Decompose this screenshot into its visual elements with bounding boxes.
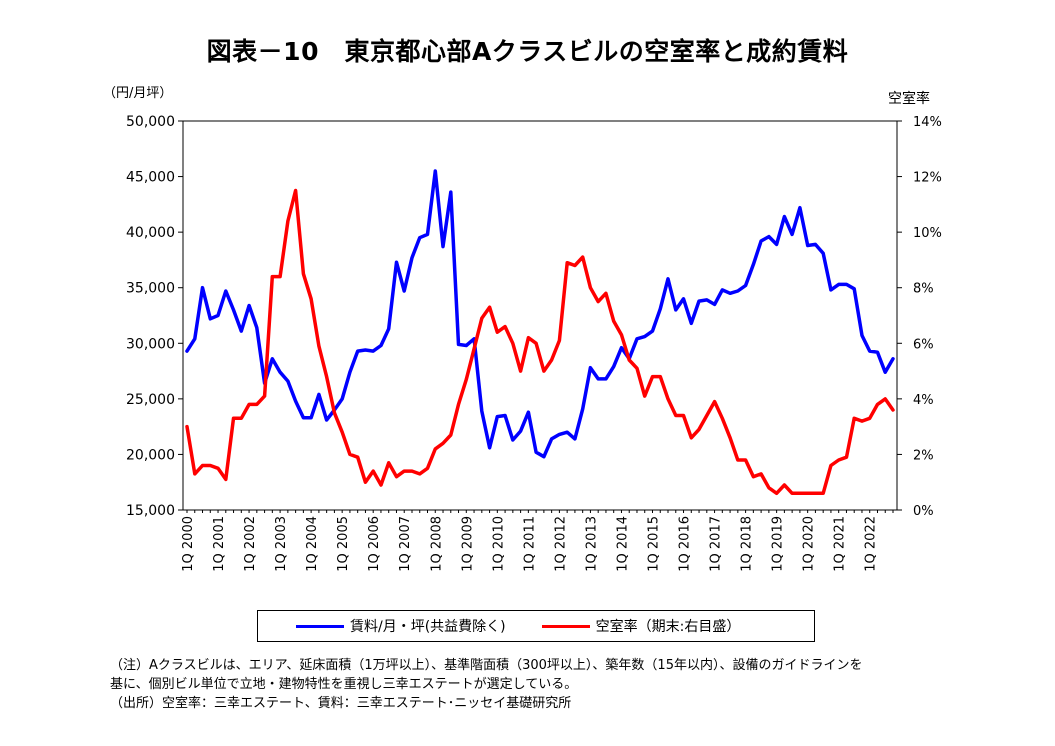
x-tick-label: 1Q 2018 bbox=[740, 516, 755, 572]
left-tick-label: 25,000 bbox=[126, 392, 175, 408]
right-tick-label: 8% bbox=[913, 282, 934, 297]
x-tick-label: 1Q 2017 bbox=[709, 516, 724, 572]
legend-item-rent: 賃料/月・坪(共益費除く) bbox=[296, 616, 506, 636]
legend-label-rent: 賃料/月・坪(共益費除く) bbox=[350, 619, 506, 635]
x-tick-label: 1Q 2007 bbox=[398, 516, 413, 572]
left-tick-label: 45,000 bbox=[126, 170, 175, 186]
legend: 賃料/月・坪(共益費除く) 空室率（期末:右目盛） bbox=[257, 610, 815, 642]
chart-svg: 15,000 20,000 25,000 30,000 35,000 40,000 45,0… bbox=[126, 114, 942, 572]
x-tick-label: 1Q 2016 bbox=[678, 516, 693, 572]
x-tick-label: 1Q 2009 bbox=[460, 516, 475, 572]
x-tick-label: 1Q 2006 bbox=[367, 516, 382, 572]
x-tick-label: 1Q 2003 bbox=[274, 516, 289, 572]
x-tick-label: 1Q 2002 bbox=[243, 516, 258, 572]
x-tick-label: 1Q 2015 bbox=[646, 516, 661, 572]
x-tick-label: 1Q 2005 bbox=[336, 516, 351, 572]
chart-title: 図表－10 東京都心部Aクラスビルの空室率と成約賃料 bbox=[206, 37, 849, 66]
x-tick-label: 1Q 2020 bbox=[802, 516, 817, 572]
x-tick-label: 1Q 2004 bbox=[305, 516, 320, 572]
right-tick-label: 4% bbox=[913, 393, 934, 408]
footnote-line-1: （注）Aクラスビルは、エリア、延床面積（1万坪以上）、基準階面積（300坪以上）… bbox=[110, 658, 863, 673]
rent-series-line bbox=[185, 169, 895, 459]
x-tick-label: 1Q 2012 bbox=[553, 516, 568, 572]
right-axis-unit: 空室率 bbox=[888, 91, 930, 107]
left-tick-label: 15,000 bbox=[126, 503, 175, 519]
right-tick-label: 10% bbox=[913, 226, 942, 241]
x-tick-label: 1Q 2008 bbox=[429, 516, 444, 572]
left-tick-label: 40,000 bbox=[126, 225, 175, 241]
right-tick-label: 14% bbox=[913, 115, 942, 130]
vacancy-series-line bbox=[185, 188, 895, 496]
x-axis-ticks: 1Q 2000 1Q 2001 1Q 2002 1Q 2003 1Q 2004 1Q 20… bbox=[181, 510, 894, 572]
plot-area-frame bbox=[182, 120, 898, 511]
right-axis-ticks: 0% 2% 4% 6% 8% 10% 12% 14% bbox=[897, 115, 942, 519]
legend-label-vacancy: 空室率（期末:右目盛） bbox=[595, 619, 741, 635]
x-tick-label: 1Q 2010 bbox=[491, 516, 506, 572]
right-tick-label: 0% bbox=[913, 504, 934, 519]
legend-item-vacancy: 空室率（期末:右目盛） bbox=[541, 616, 741, 636]
x-tick-label: 1Q 2022 bbox=[864, 516, 879, 572]
left-tick-label: 20,000 bbox=[126, 447, 175, 463]
x-tick-label: 1Q 2011 bbox=[522, 516, 537, 572]
x-tick-label: 1Q 2021 bbox=[833, 516, 848, 572]
footnote-line-3: （出所）空室率：三幸エステート、賃料：三幸エステート･ニッセイ基礎研究所 bbox=[110, 696, 572, 711]
right-tick-label: 2% bbox=[913, 448, 934, 463]
footnote-line-2: 基に、個別ビル単位で立地・建物特性を重視し三幸エステートが選定している。 bbox=[110, 677, 578, 692]
right-tick-label: 12% bbox=[913, 171, 942, 186]
left-axis-unit: （円/月坪） bbox=[103, 86, 173, 101]
series-layer bbox=[185, 169, 895, 496]
x-tick-label: 1Q 2001 bbox=[212, 516, 227, 572]
x-tick-label: 1Q 2019 bbox=[771, 516, 786, 572]
right-tick-label: 6% bbox=[913, 337, 934, 352]
x-tick-label: 1Q 2013 bbox=[584, 516, 599, 572]
x-tick-label: 1Q 2014 bbox=[615, 516, 630, 572]
left-axis-ticks: 15,000 20,000 25,000 30,000 35,000 40,000 45,0… bbox=[126, 114, 183, 519]
legend-swatch-rent bbox=[296, 624, 344, 628]
legend-swatch-vacancy bbox=[541, 624, 590, 628]
x-tick-label: 1Q 2000 bbox=[181, 516, 196, 572]
left-tick-label: 30,000 bbox=[126, 336, 175, 352]
left-tick-label: 35,000 bbox=[126, 281, 175, 297]
footnote: （注）Aクラスビルは、エリア、延床面積（1万坪以上）、基準階面積（300坪以上）… bbox=[110, 656, 862, 713]
left-tick-label: 50,000 bbox=[126, 114, 175, 130]
